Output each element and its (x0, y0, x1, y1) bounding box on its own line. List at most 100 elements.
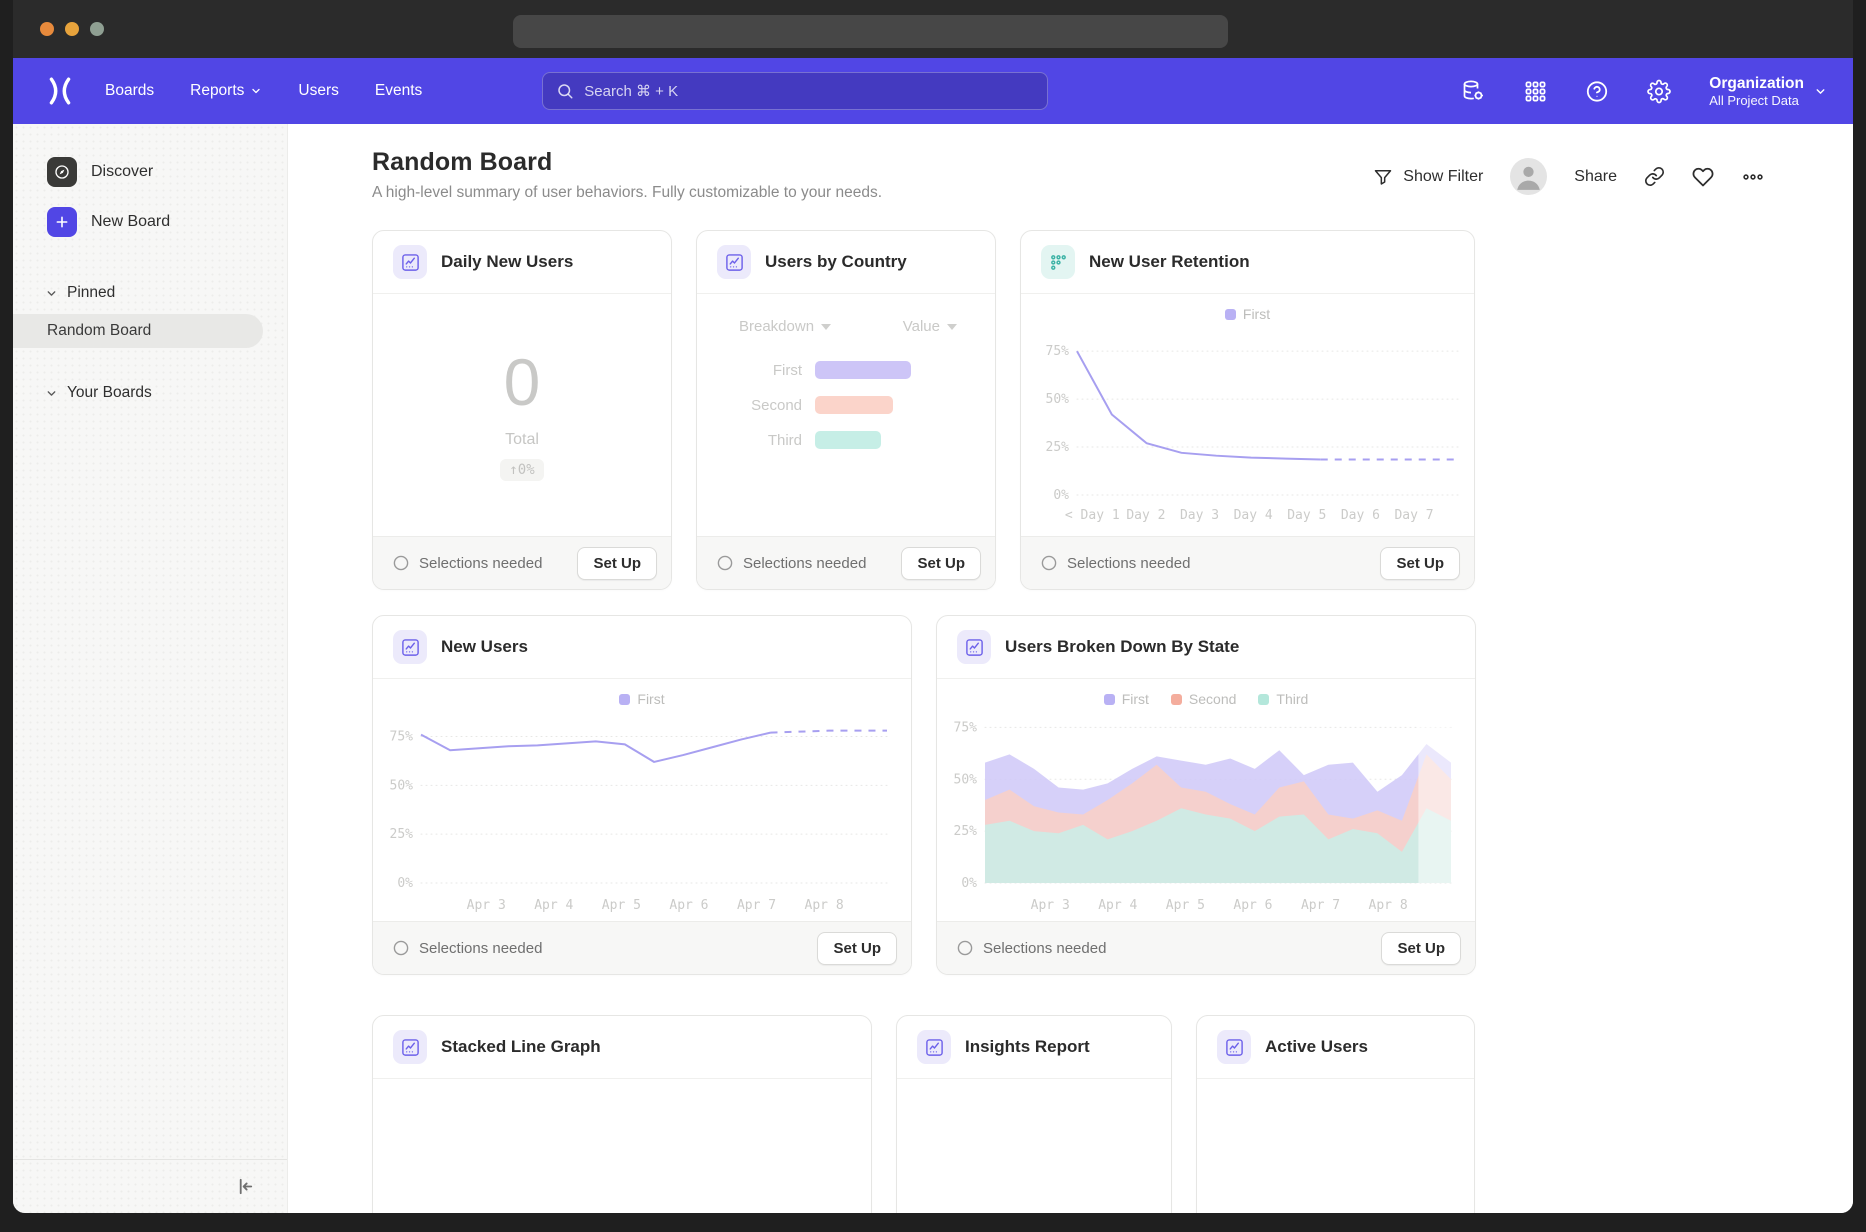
avatar[interactable] (1510, 158, 1547, 195)
address-bar[interactable] (513, 15, 1228, 48)
value-select[interactable]: Value (903, 318, 957, 335)
data-management-icon[interactable] (1461, 79, 1485, 103)
nav-item-events[interactable]: Events (375, 82, 422, 100)
macos-titlebar (13, 0, 1853, 58)
empty-circle-icon (1041, 555, 1057, 571)
chart-legend: FirstSecondThird (937, 691, 1475, 707)
settings-gear-icon[interactable] (1647, 79, 1671, 103)
share-label: Share (1574, 168, 1617, 186)
collapse-sidebar-icon[interactable] (234, 1175, 257, 1198)
insights-chart-icon (393, 630, 427, 664)
nav-right-cluster: Organization All Project Data (1461, 74, 1827, 108)
sidebar-section-pinned[interactable]: Pinned (13, 284, 287, 302)
legend-chip (1171, 694, 1182, 705)
legend-label: Third (1276, 691, 1308, 707)
sidebar-section-your-boards[interactable]: Your Boards (13, 384, 287, 402)
filter-funnel-icon (1373, 167, 1393, 187)
search-input[interactable]: Search ⌘ + K (542, 72, 1048, 110)
nav-item-label: Reports (190, 82, 244, 100)
nav-item-boards[interactable]: Boards (105, 82, 154, 100)
svg-text:50%: 50% (954, 772, 978, 787)
svg-text:50%: 50% (1046, 392, 1070, 407)
more-options-icon[interactable] (1741, 165, 1765, 189)
setup-button[interactable]: Set Up (577, 547, 657, 580)
status-badge: Selections needed (717, 555, 866, 572)
breakdown-select[interactable]: Breakdown (739, 318, 831, 335)
top-navigation: Boards Reports Users Events Search ⌘ + K (13, 58, 1853, 124)
favorite-heart-icon[interactable] (1692, 166, 1714, 188)
copy-link-icon[interactable] (1644, 166, 1665, 187)
country-row: Third (697, 431, 995, 449)
card-new-user-retention: New User Retention First 75%50%25%0%< Da… (1020, 230, 1475, 590)
sidebar-footer (13, 1159, 287, 1213)
zoom-window-button[interactable] (90, 22, 104, 36)
svg-text:Apr 8: Apr 8 (1369, 898, 1408, 913)
minimize-window-button[interactable] (65, 22, 79, 36)
svg-text:75%: 75% (390, 730, 414, 745)
card-active-users: Active Users (1196, 1015, 1475, 1213)
card-title: New Users (441, 637, 528, 657)
breakdown-label: Breakdown (739, 318, 814, 335)
svg-text:Apr 7: Apr 7 (737, 898, 776, 913)
state-area-chart: 75%50%25%0%Apr 3Apr 4Apr 5Apr 6Apr 7Apr … (937, 707, 1476, 917)
card-stacked-line-graph: Stacked Line Graph (372, 1015, 872, 1213)
sidebar-item-label: New Board (91, 213, 170, 231)
card-footer: Selections needed Set Up (937, 921, 1475, 974)
card-title: Users Broken Down By State (1005, 637, 1239, 657)
sidebar-item-label: Random Board (47, 322, 151, 339)
sidebar-item-random-board[interactable]: Random Board (13, 314, 263, 348)
insights-chart-icon (957, 630, 991, 664)
retention-grid-icon (1041, 245, 1075, 279)
value-label: Value (903, 318, 940, 335)
share-button[interactable]: Share (1574, 168, 1617, 186)
nav-item-users[interactable]: Users (298, 82, 338, 100)
close-window-button[interactable] (40, 22, 54, 36)
country-row-bar (815, 431, 881, 449)
show-filter-button[interactable]: Show Filter (1373, 167, 1483, 187)
help-icon[interactable] (1585, 79, 1609, 103)
board-header: Random Board A high-level summary of use… (372, 148, 882, 202)
svg-text:Day 2: Day 2 (1126, 508, 1165, 523)
chart-legend: First (1021, 306, 1474, 322)
plus-icon (47, 207, 77, 237)
svg-text:0%: 0% (397, 876, 413, 891)
nav-item-reports[interactable]: Reports (190, 82, 262, 100)
apps-grid-icon[interactable] (1523, 79, 1547, 103)
setup-button[interactable]: Set Up (1380, 547, 1460, 580)
sidebar-item-label: Discover (91, 163, 153, 181)
sidebar-section-label: Your Boards (67, 384, 152, 402)
empty-circle-icon (957, 940, 973, 956)
legend-item: Third (1258, 691, 1308, 707)
new-users-line-chart: 75%50%25%0%Apr 3Apr 4Apr 5Apr 6Apr 7Apr … (373, 707, 912, 917)
sidebar-item-discover[interactable]: Discover (13, 152, 287, 192)
legend-item: Second (1171, 691, 1236, 707)
status-text: Selections needed (419, 940, 542, 957)
metric-value: 0 (504, 349, 541, 415)
mixpanel-logo[interactable] (47, 76, 73, 106)
card-footer: Selections needed Set Up (697, 536, 995, 589)
country-row: Second (697, 396, 995, 414)
legend-item: First (619, 691, 664, 707)
svg-text:75%: 75% (1046, 344, 1070, 359)
nav-item-label: Boards (105, 82, 154, 100)
svg-text:75%: 75% (954, 720, 978, 735)
svg-text:Apr 6: Apr 6 (669, 898, 708, 913)
caret-down-icon (821, 324, 831, 330)
empty-circle-icon (717, 555, 733, 571)
empty-circle-icon (393, 940, 409, 956)
insights-chart-icon (717, 245, 751, 279)
setup-button[interactable]: Set Up (1381, 932, 1461, 965)
svg-text:Apr 5: Apr 5 (1166, 898, 1205, 913)
search-icon (556, 82, 574, 100)
country-row-bar (815, 396, 893, 414)
svg-text:Day 4: Day 4 (1234, 508, 1273, 523)
org-switcher[interactable]: Organization All Project Data (1709, 74, 1827, 108)
svg-text:Apr 8: Apr 8 (805, 898, 844, 913)
metric-delta-badge: ↑0% (500, 459, 543, 481)
main-content: Random Board A high-level summary of use… (288, 124, 1853, 1213)
legend-label: First (1243, 306, 1270, 322)
status-text: Selections needed (743, 555, 866, 572)
setup-button[interactable]: Set Up (901, 547, 981, 580)
sidebar-item-new-board[interactable]: New Board (13, 202, 287, 242)
setup-button[interactable]: Set Up (817, 932, 897, 965)
